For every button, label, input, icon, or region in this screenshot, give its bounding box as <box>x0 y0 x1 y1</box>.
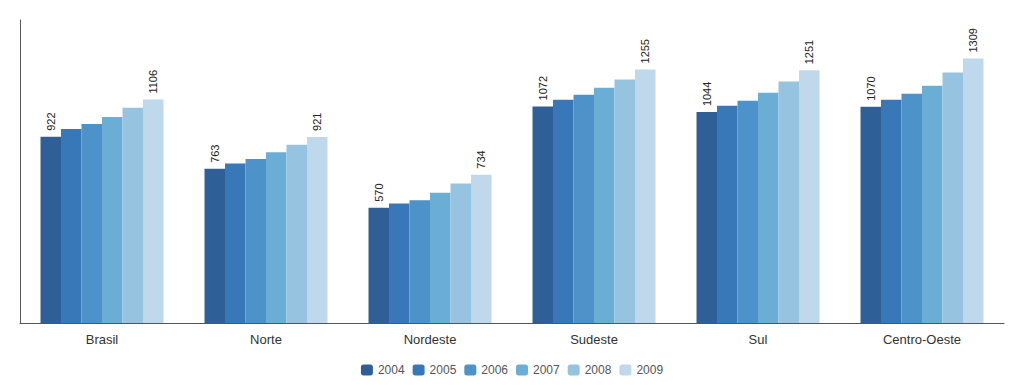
svg-text:1106: 1106 <box>147 70 159 94</box>
svg-text:763: 763 <box>209 145 221 163</box>
svg-text:Nordeste: Nordeste <box>404 332 457 347</box>
svg-text:2009: 2009 <box>636 363 663 377</box>
svg-text:1255: 1255 <box>639 39 651 63</box>
svg-text:2008: 2008 <box>585 363 612 377</box>
svg-text:1251: 1251 <box>803 40 815 64</box>
svg-text:2007: 2007 <box>533 363 560 377</box>
svg-text:2006: 2006 <box>481 363 508 377</box>
svg-text:Sudeste: Sudeste <box>570 332 618 347</box>
svg-text:2005: 2005 <box>430 363 457 377</box>
svg-text:Centro-Oeste: Centro-Oeste <box>883 332 961 347</box>
svg-text:Norte: Norte <box>250 332 282 347</box>
svg-text:Sul: Sul <box>749 332 768 347</box>
svg-text:570: 570 <box>373 184 385 202</box>
svg-text:1070: 1070 <box>865 76 877 100</box>
svg-text:1309: 1309 <box>967 28 979 52</box>
svg-text:1072: 1072 <box>537 76 549 100</box>
svg-text:921: 921 <box>311 113 323 131</box>
svg-text:1044: 1044 <box>701 82 713 106</box>
svg-text:Brasil: Brasil <box>86 332 119 347</box>
svg-text:922: 922 <box>45 112 57 130</box>
svg-text:734: 734 <box>475 150 487 168</box>
svg-text:2004: 2004 <box>378 363 405 377</box>
